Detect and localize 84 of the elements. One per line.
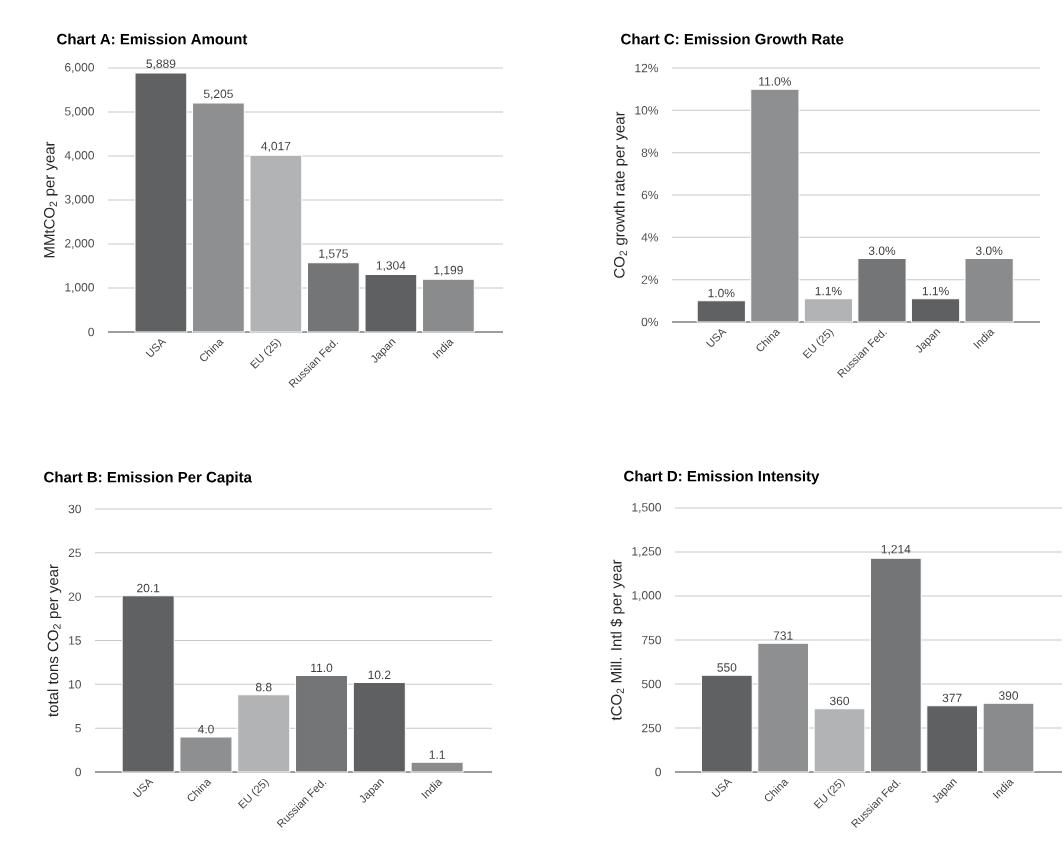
y-tick-label: 0 xyxy=(88,327,95,337)
y-tick-label: 250 xyxy=(642,723,662,733)
data-label: 1,575 xyxy=(319,249,348,260)
y-tick-label: 4,000 xyxy=(64,151,94,161)
data-label: 5,205 xyxy=(203,89,233,100)
x-tick-label: USA xyxy=(705,329,727,347)
bar xyxy=(192,102,245,333)
y-tick-label: 15 xyxy=(69,636,81,645)
data-label: 1.1% xyxy=(815,286,842,296)
bar xyxy=(179,736,233,773)
y-axis-title: CO$_{2}$ growth rate per year xyxy=(613,111,628,278)
y-tick-label: 1,500 xyxy=(632,503,662,513)
y-tick-label: 6,000 xyxy=(65,63,94,73)
bar xyxy=(803,298,854,323)
bar xyxy=(813,708,866,773)
bar xyxy=(237,694,291,773)
bar xyxy=(964,257,1014,323)
x-tick-label: EU (25) xyxy=(802,328,834,359)
data-label: 1.1% xyxy=(922,286,949,296)
y-tick-label: 1,250 xyxy=(632,547,662,557)
x-tick-label: USA xyxy=(711,779,733,797)
y-tick-label: 3,000 xyxy=(64,195,94,205)
y-tick-label: 6% xyxy=(641,190,659,200)
data-label: 1,199 xyxy=(434,265,463,276)
y-tick-label: 25 xyxy=(68,548,81,558)
y-tick-label: 750 xyxy=(642,635,662,645)
y-tick-label: 10% xyxy=(635,106,659,115)
y-tick-label: 500 xyxy=(641,679,662,689)
data-label: 4.0 xyxy=(197,724,214,734)
bar xyxy=(295,675,349,773)
data-label: 11.0 xyxy=(311,663,333,673)
x-tick-label: EU (25) xyxy=(250,338,282,369)
y-tick-label: 5 xyxy=(75,723,81,733)
bar xyxy=(307,262,360,333)
y-tick-label: 0% xyxy=(641,317,659,327)
y-tick-label: 4% xyxy=(641,233,659,242)
y-axis-title: total tons CO$_{2}$ per year xyxy=(47,564,62,717)
y-tick-label: 10 xyxy=(69,680,81,689)
bar xyxy=(982,702,1035,773)
bar xyxy=(869,557,922,773)
data-label: 20.1 xyxy=(137,583,160,593)
data-label: 1.1 xyxy=(429,750,445,759)
data-label: 550 xyxy=(717,663,737,672)
y-axis-title: MMtCO$_{2}$ per year xyxy=(43,141,58,258)
chart-title: Chart D: Emission Intensity xyxy=(624,470,820,485)
x-tick-label: USA xyxy=(145,339,167,357)
data-label: 360 xyxy=(829,696,850,706)
data-label: 10.2 xyxy=(368,670,391,680)
data-label: 1,214 xyxy=(881,544,911,555)
y-tick-label: 2,000 xyxy=(65,239,94,249)
y-tick-label: 8% xyxy=(641,148,659,157)
bar xyxy=(750,88,800,323)
data-label: 8.8 xyxy=(255,682,272,692)
y-tick-label: 0 xyxy=(655,767,662,777)
data-label: 4,017 xyxy=(261,141,291,152)
y-tick-label: 0 xyxy=(75,767,81,777)
data-label: 1,304 xyxy=(376,261,406,272)
y-tick-label: 1,000 xyxy=(632,591,662,601)
y-tick-label: 12% xyxy=(635,63,659,73)
y-tick-label: 2% xyxy=(641,275,659,284)
data-label: 390 xyxy=(998,691,1019,700)
y-axis-title: tCO$_{2}$ Mill. Intl $ per year xyxy=(610,559,625,721)
data-label: 11.0% xyxy=(759,77,791,86)
chart-title: Chart A: Emission Amount xyxy=(57,33,248,45)
y-tick-label: 30 xyxy=(68,504,81,514)
y-tick-label: 5,000 xyxy=(64,107,94,117)
chart-title: Chart B: Emission Per Capita xyxy=(44,471,252,486)
data-label: 377 xyxy=(942,693,962,703)
data-label: 3.0% xyxy=(868,246,896,255)
data-label: 731 xyxy=(773,631,793,640)
bar xyxy=(422,278,475,333)
x-tick-label: EU (25) xyxy=(813,778,845,809)
data-label: 3.0% xyxy=(975,246,1003,255)
bar xyxy=(757,642,810,773)
bar xyxy=(410,761,464,773)
x-tick-label: EU (25) xyxy=(237,778,270,809)
data-label: 1.0% xyxy=(708,288,735,298)
y-tick-label: 1,000 xyxy=(65,283,94,293)
bar xyxy=(249,154,303,333)
chart-title: Chart C: Emission Growth Rate xyxy=(621,33,844,45)
y-tick-label: 20 xyxy=(68,592,81,601)
x-tick-label: USA xyxy=(132,779,154,797)
bar xyxy=(857,257,907,323)
data-label: 5,889 xyxy=(146,59,176,70)
